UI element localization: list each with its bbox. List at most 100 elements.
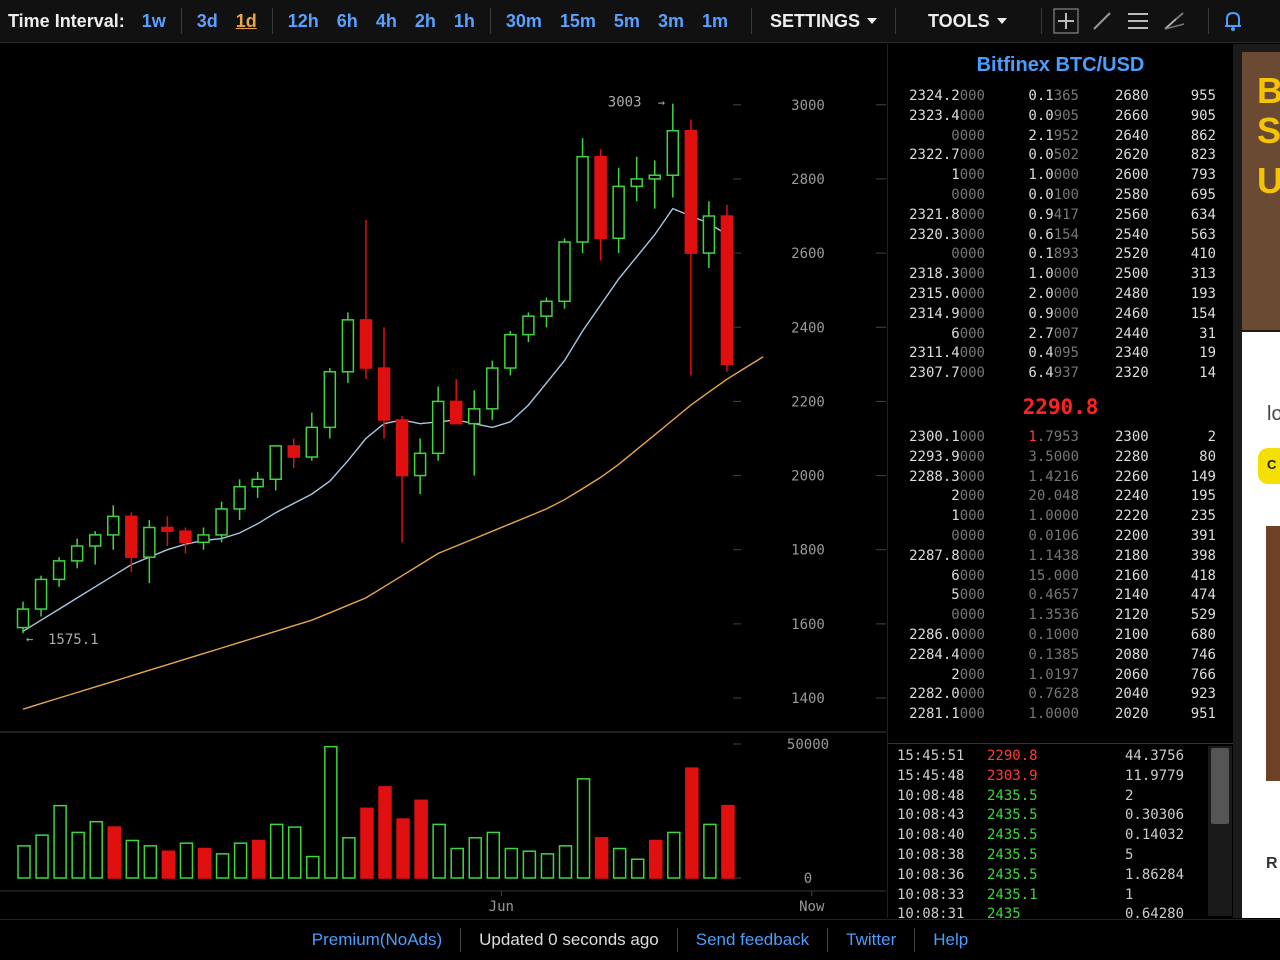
twitter-link[interactable]: Twitter <box>846 930 897 949</box>
candle-body <box>16 608 30 629</box>
interval-2h[interactable]: 2h <box>414 10 436 31</box>
candle-body <box>287 445 300 458</box>
ad-button[interactable]: C <box>1258 448 1280 484</box>
candle-body <box>215 508 228 536</box>
interval-6h[interactable]: 6h <box>336 10 358 31</box>
settings-menu[interactable]: SETTINGS <box>758 11 889 32</box>
ask-amount: 0.0905 <box>1028 107 1079 124</box>
interval-15m[interactable]: 15m <box>559 10 596 31</box>
bid-bin: 2280 <box>1115 448 1149 465</box>
horizontal-lines-button[interactable] <box>1120 6 1156 36</box>
ad-text: lo <box>1267 403 1280 425</box>
ask-cumulative: 634 <box>1190 206 1216 223</box>
ask-cumulative: 31 <box>1199 325 1216 342</box>
ask-price: 2322.7000 <box>909 147 985 164</box>
candle-body <box>323 371 337 429</box>
ask-price: 1000 <box>951 167 985 184</box>
draw-pen-button[interactable] <box>1156 6 1192 36</box>
interval-4h[interactable]: 4h <box>375 10 397 31</box>
volume-bar <box>161 850 176 879</box>
interval-1w[interactable]: 1w <box>141 10 166 31</box>
interval-1m[interactable]: 1m <box>701 10 728 31</box>
bid-row: 2286.0000 0.1000 2100 680 <box>888 627 1233 647</box>
bid-price: 5000 <box>951 587 985 604</box>
bid-row: 2281.1000 1.0000 2020 951 <box>888 706 1233 726</box>
candle-body <box>666 129 680 176</box>
ask-row: 2322.7000 0.0502 2620 823 <box>888 147 1233 167</box>
premium-link[interactable]: Premium(NoAds) <box>311 930 443 949</box>
ask-bin: 2540 <box>1115 226 1149 243</box>
volume-bar <box>522 850 537 879</box>
trade-amount: 44.3756 <box>1125 748 1185 764</box>
trade-amount: 0.14032 <box>1125 827 1185 844</box>
interval-30m[interactable]: 30m <box>505 10 542 31</box>
bid-row: 1000 1.0000 2220 235 <box>888 508 1233 528</box>
help-link[interactable]: Help <box>933 930 969 949</box>
ask-row: 2314.9000 0.9000 2460 154 <box>888 306 1233 326</box>
candle <box>287 438 300 469</box>
trade-row: 10:08:40 2435.5 0.14032 <box>888 827 1208 847</box>
interval-5m[interactable]: 5m <box>613 10 640 31</box>
candle <box>323 368 337 439</box>
time-tick-label: Jun <box>489 899 514 915</box>
bid-bin: 2100 <box>1115 627 1149 643</box>
volume-bar <box>71 831 85 879</box>
candle <box>720 204 734 372</box>
bid-row: 2300.1000 1.7953 2300 2 <box>888 429 1233 449</box>
bid-row: 2288.3000 1.4216 2260 149 <box>888 469 1233 489</box>
candle-body <box>395 419 409 477</box>
interval-3d[interactable]: 3d <box>196 10 218 31</box>
ask-price: 6000 <box>951 325 985 342</box>
candle-body <box>359 319 373 369</box>
tools-menu[interactable]: TOOLS <box>916 11 1019 32</box>
bid-price: 0000 <box>951 607 985 624</box>
order-book-panel: Bitfinex BTC/USD 2324.2000 0.1365 2680 955 2… <box>887 44 1233 918</box>
ask-cumulative: 862 <box>1190 127 1216 144</box>
price-tick-label: 2200 <box>791 394 825 410</box>
bid-price: 2300.1000 <box>909 429 985 445</box>
candle-body <box>720 215 734 366</box>
ask-row: 6000 2.7007 2440 31 <box>888 326 1233 346</box>
ask-row: 2307.7000 6.4937 2320 14 <box>888 365 1233 385</box>
moving-averages <box>22 207 764 710</box>
ask-row: 2315.0000 2.0000 2480 193 <box>888 286 1233 306</box>
volume-bar <box>667 831 681 879</box>
candle <box>648 160 661 209</box>
ask-cumulative: 193 <box>1190 286 1216 302</box>
interval-3m[interactable]: 3m <box>657 10 684 31</box>
bid-amount: 1.0000 <box>1028 706 1079 723</box>
volume-bar <box>468 837 482 879</box>
order-book-title: Bitfinex BTC/USD <box>976 54 1145 76</box>
ask-amount: 2.1952 <box>1028 127 1079 144</box>
trades-scrollbar[interactable] <box>1208 746 1232 916</box>
interval-1d[interactable]: 1d <box>235 10 257 31</box>
bid-amount: 0.4657 <box>1028 587 1079 604</box>
trendline-button[interactable] <box>1084 6 1120 36</box>
price-tick-label: 2800 <box>791 172 825 188</box>
bid-bin: 2300 <box>1115 429 1149 445</box>
notification-button[interactable] <box>1215 6 1251 36</box>
ask-bin: 2460 <box>1115 305 1149 322</box>
trade-amount: 0.30306 <box>1125 807 1185 824</box>
candle-body <box>558 241 571 303</box>
volume-bar <box>179 842 194 879</box>
ask-amount: 0.4095 <box>1028 345 1079 362</box>
price-chart[interactable]: 1400 1600 1800 2000 2200 2400 2600 2800 3000 300… <box>0 44 886 918</box>
bid-cumulative: 235 <box>1190 508 1216 525</box>
trendline-icon <box>1092 12 1111 30</box>
send-feedback-link[interactable]: Send feedback <box>695 930 810 949</box>
trade-time: 10:08:36 <box>897 866 965 883</box>
interval-12h[interactable]: 12h <box>287 10 319 31</box>
bid-cumulative: 195 <box>1190 488 1216 505</box>
trades-list[interactable]: 15:45:51 2290.8 44.3756 15:45:48 2303.9 11.97… <box>888 746 1208 918</box>
ask-price: 2323.4000 <box>909 107 985 124</box>
volume-plot: 0 50000 <box>17 737 829 887</box>
ask-row: 1000 1.0000 2600 793 <box>888 167 1233 187</box>
trade-row: 10:08:36 2435.5 1.86284 <box>888 867 1208 887</box>
bid-cumulative: 2 <box>1207 429 1216 445</box>
interval-1h[interactable]: 1h <box>453 10 475 31</box>
bid-amount: 1.0000 <box>1028 508 1079 525</box>
scrollbar-thumb[interactable] <box>1211 748 1229 824</box>
trade-time: 15:45:48 <box>897 767 965 784</box>
crosshair-button[interactable] <box>1048 6 1084 36</box>
